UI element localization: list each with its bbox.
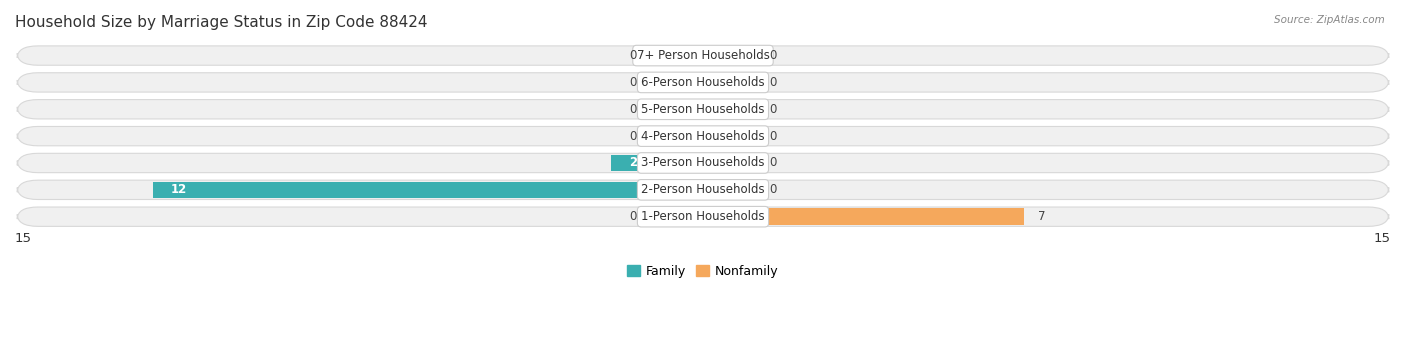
Text: 6-Person Households: 6-Person Households [641,76,765,89]
Text: 2: 2 [630,156,638,169]
Text: 7: 7 [1038,210,1045,223]
Text: 0: 0 [628,130,637,142]
Text: 7+ Person Households: 7+ Person Households [637,49,769,62]
Text: 12: 12 [172,183,187,196]
Text: 1-Person Households: 1-Person Households [641,210,765,223]
Text: 0: 0 [769,49,778,62]
Bar [703,128,758,144]
Text: 15: 15 [1374,232,1391,245]
Bar [703,155,758,171]
Text: 4-Person Households: 4-Person Households [641,130,765,142]
Text: 0: 0 [628,49,637,62]
Bar [612,155,703,171]
Bar [648,47,703,64]
FancyBboxPatch shape [17,46,1389,65]
Text: 0: 0 [628,103,637,116]
Text: 0: 0 [628,210,637,223]
Legend: Family, Nonfamily: Family, Nonfamily [623,260,783,283]
Text: 2-Person Households: 2-Person Households [641,183,765,196]
FancyBboxPatch shape [17,207,1389,226]
Text: 5-Person Households: 5-Person Households [641,103,765,116]
FancyBboxPatch shape [17,100,1389,119]
Bar [648,208,703,225]
Bar [648,101,703,118]
Text: 0: 0 [769,130,778,142]
Text: 3-Person Households: 3-Person Households [641,156,765,169]
Text: 0: 0 [628,76,637,89]
Bar [703,208,1024,225]
Bar [648,74,703,91]
Bar [703,47,758,64]
Bar [648,128,703,144]
FancyBboxPatch shape [17,73,1389,92]
Text: 0: 0 [769,76,778,89]
Bar [703,101,758,118]
Text: 15: 15 [15,232,32,245]
Bar [703,74,758,91]
FancyBboxPatch shape [17,126,1389,146]
FancyBboxPatch shape [17,180,1389,200]
Text: Source: ZipAtlas.com: Source: ZipAtlas.com [1274,15,1385,25]
Bar [153,182,703,198]
Text: 0: 0 [769,183,778,196]
FancyBboxPatch shape [17,153,1389,173]
Text: 0: 0 [769,103,778,116]
Text: 0: 0 [769,156,778,169]
Text: Household Size by Marriage Status in Zip Code 88424: Household Size by Marriage Status in Zip… [15,15,427,30]
Bar [703,182,758,198]
